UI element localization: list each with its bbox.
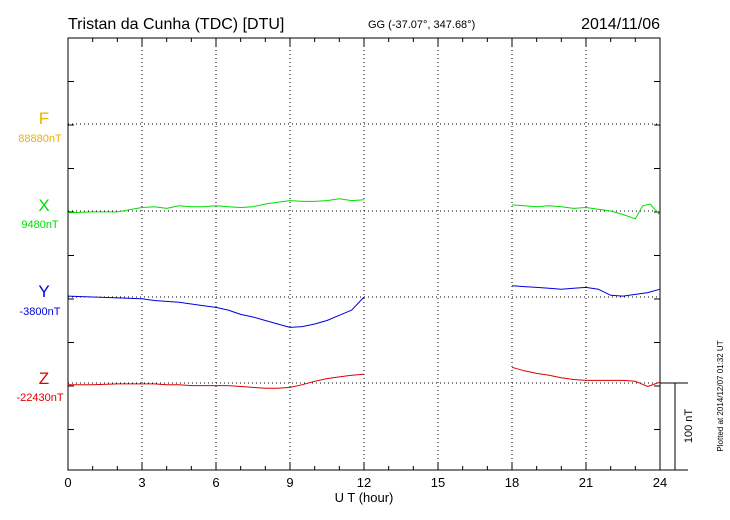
grid-layer [141, 38, 587, 470]
series-line-x [67, 198, 365, 214]
baseline-value-z: -22430nT [16, 392, 63, 404]
scale-bar-label: 100 nT [683, 409, 695, 444]
series-line-z [68, 373, 365, 389]
x-tick-label: 15 [431, 475, 445, 490]
component-label-y: Y [38, 282, 49, 301]
x-axis-label: U T (hour) [335, 490, 394, 505]
x-tick-label: 0 [64, 475, 71, 490]
series-line-x [511, 203, 661, 220]
x-tick-label: 24 [653, 475, 667, 490]
plotted-at-note: Plotted at 2014/12/07 01:32 UT [716, 340, 725, 451]
x-tick-label: 12 [357, 475, 371, 490]
component-label-f: F [39, 109, 49, 128]
tick-layer: 0 3 6 9 12 15 18 21 24 [64, 38, 667, 490]
series-line-y [67, 295, 365, 328]
component-label-z: Z [39, 369, 49, 388]
x-tick-label: 3 [138, 475, 145, 490]
scale-bar: 100 nT [660, 382, 695, 471]
baseline-value-f: 88880nT [18, 133, 62, 145]
series-layer [67, 198, 661, 389]
series-line-z [511, 366, 661, 388]
x-tick-label: 9 [286, 475, 293, 490]
x-tick-label: 6 [212, 475, 219, 490]
x-tick-label: 21 [579, 475, 593, 490]
date-label: 2014/11/06 [581, 16, 660, 33]
baseline-value-y: -3800nT [20, 306, 61, 318]
baseline-value-x: 9480nT [21, 219, 59, 231]
x-tick-label: 18 [505, 475, 519, 490]
series-line-y [511, 285, 661, 297]
component-label-x: X [38, 196, 49, 215]
coordinate-label: GG (-37.07°, 347.68°) [368, 19, 475, 31]
station-title: Tristan da Cunha (TDC) [DTU] [68, 16, 284, 33]
label-layer: F 88880nT X 9480nT Y -3800nT Z -22430nT [16, 109, 63, 404]
